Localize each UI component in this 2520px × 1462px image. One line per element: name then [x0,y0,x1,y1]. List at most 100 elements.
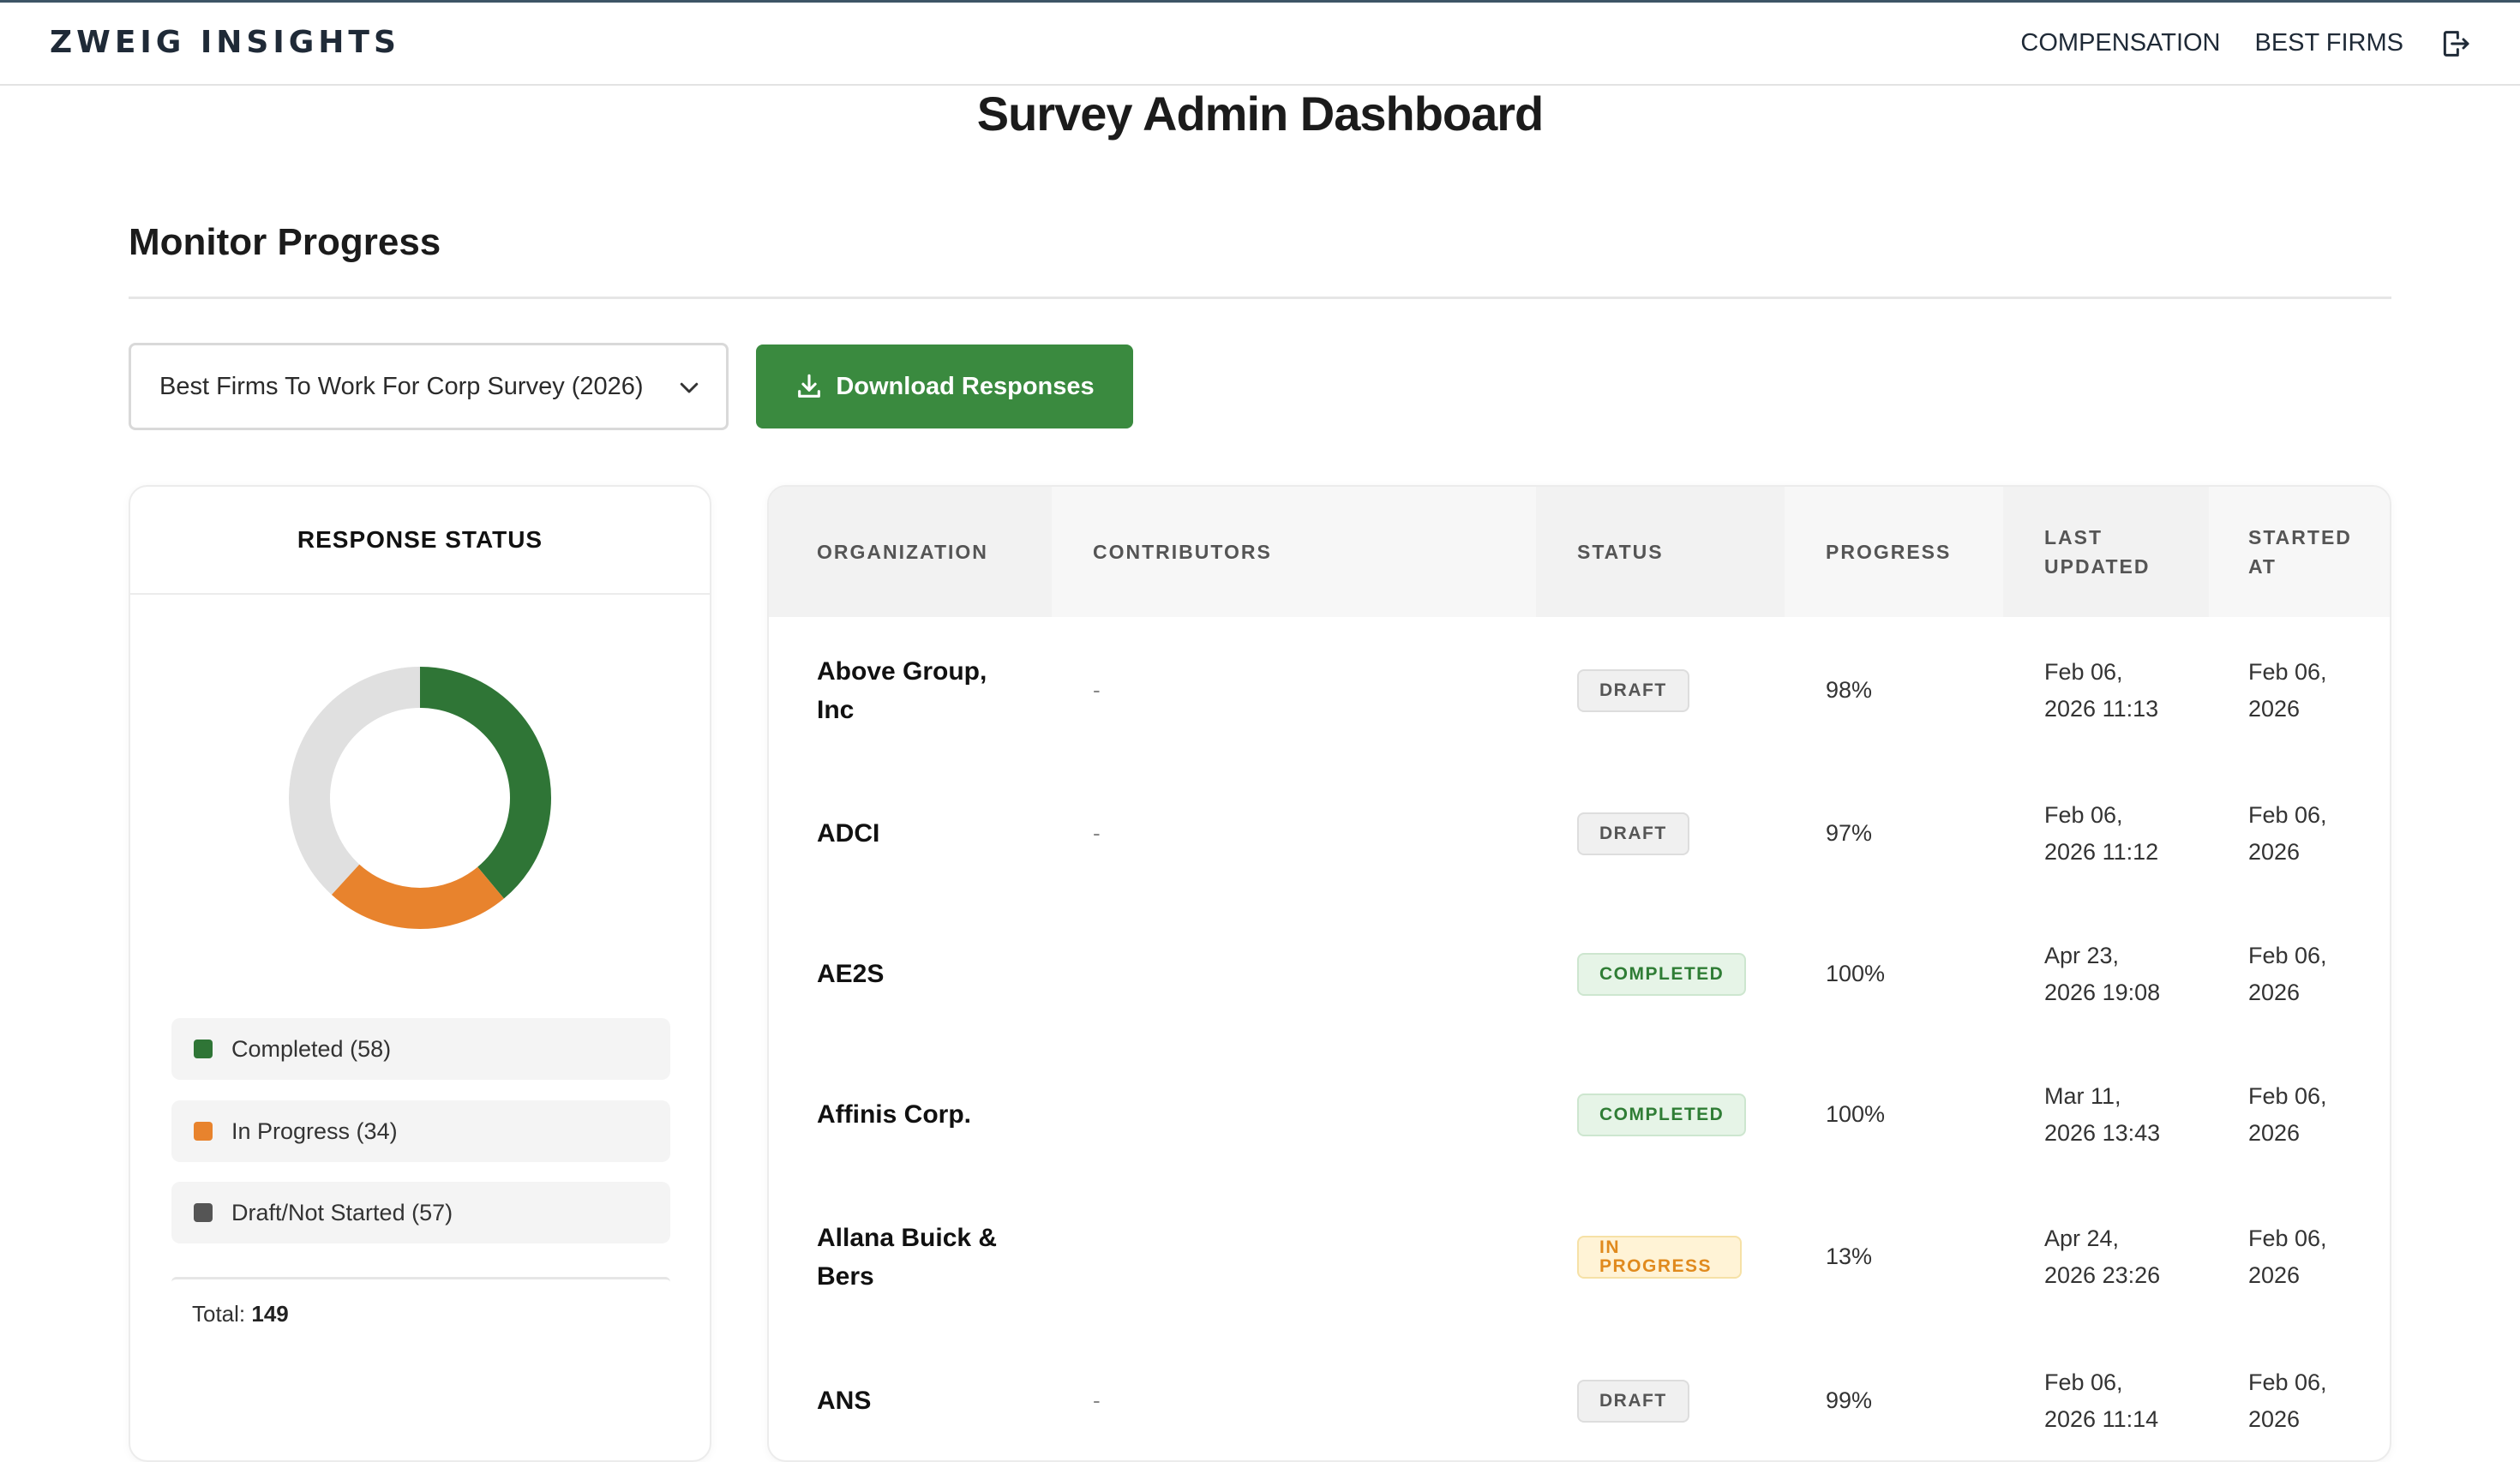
legend-item-completed: Completed (58) [171,1018,670,1080]
last-updated-value-cell: Mar 11, 2026 13:43 [2044,1044,2173,1185]
column-header-organization[interactable]: ORGANIZATION [769,487,1052,617]
started-at-value: Feb 06, 2026 [2248,1369,2327,1432]
progress-value: 100% [1826,961,1886,986]
started-at-value: Feb 06, 2026 [2248,801,2327,865]
last-updated-value-cell: Apr 23, 2026 19:08 [2044,903,2173,1045]
started-at-value-cell: Feb 06, 2026 [2248,763,2377,904]
progress-value: 98% [1826,677,1873,703]
column-header-last-updated[interactable]: LAST UPDATED [2003,487,2209,617]
legend-swatch-draft [194,1203,213,1222]
organization-name[interactable]: ANS [817,1387,872,1415]
status-badge: DRAFT [1577,1379,1689,1423]
progress-value-cell: 99% [1826,1330,1873,1460]
status-badge-cell: DRAFT [1577,763,1689,904]
progress-value: 97% [1826,820,1873,846]
status-badge: COMPLETED [1577,1093,1747,1136]
status-badge-cell: COMPLETED [1577,1044,1747,1185]
table-row[interactable]: ADCI - DRAFT 97% Feb 06, 2026 11:12 Feb 06, 2… [769,763,2390,904]
survey-select[interactable]: Best Firms To Work For Corp Survey (2026… [129,343,729,430]
table-row[interactable]: ANS - DRAFT 99% Feb 06, 2026 11:14 Feb 06, 20… [769,1330,2390,1460]
legend-swatch-in-progress [194,1122,213,1141]
legend-label-completed: Completed (58) [231,1035,392,1062]
status-badge: COMPLETED [1577,952,1747,996]
legend-item-in-progress: In Progress (34) [171,1100,670,1162]
donut-segment-1 [289,667,551,929]
last-updated-value: Apr 24, 2026 23:26 [2044,1225,2161,1288]
last-updated-value: Feb 06, 2026 11:13 [2044,658,2159,722]
status-badge-cell: COMPLETED [1577,903,1747,1045]
contributors-value-cell: - [1093,1330,1101,1460]
column-header-progress[interactable]: PROGRESS [1785,487,2003,617]
table-row[interactable]: Allana Buick & Bers IN PROGRESS 13% Apr 24,… [769,1186,2390,1327]
table-header: ORGANIZATION CONTRIBUTORS STATUS PROGRES… [769,487,2390,617]
progress-value-cell: 100% [1826,1044,1885,1185]
progress-value-cell: 100% [1826,903,1885,1045]
last-updated-value-cell: Feb 06, 2026 11:14 [2044,1330,2173,1460]
contributors-value: - [1093,1387,1101,1413]
started-at-value: Feb 06, 2026 [2248,942,2327,1005]
status-badge: IN PROGRESS [1577,1235,1742,1279]
organization-name[interactable]: AE2S [817,960,885,988]
last-updated-value: Feb 06, 2026 11:14 [2044,1369,2159,1432]
contributors-value-cell: - [1093,763,1101,904]
status-badge-cell: DRAFT [1577,620,1689,761]
legend-label-in-progress: In Progress (34) [231,1117,398,1144]
table-row[interactable]: Affinis Corp. COMPLETED 100% Mar 11, 2026 1… [769,1044,2390,1185]
top-navbar: ZWEIG INSIGHTS COMPENSATION BEST FIRMS [0,0,2520,86]
donut-segment-2 [289,667,551,929]
status-badge-cell: DRAFT [1577,1330,1689,1460]
last-updated-value-cell: Feb 06, 2026 11:12 [2044,763,2173,904]
status-badge: DRAFT [1577,812,1689,855]
organization-name-cell: Allana Buick & Bers [817,1186,1014,1327]
last-updated-value-cell: Apr 24, 2026 23:26 [2044,1186,2173,1327]
started-at-value-cell: Feb 06, 2026 [2248,1044,2377,1185]
chevron-down-icon [680,382,699,393]
section-divider [129,297,2391,299]
total-label: Total: [192,1301,246,1327]
organization-name-cell: Affinis Corp. [817,1044,1014,1185]
started-at-value: Feb 06, 2026 [2248,1082,2327,1146]
organization-name-cell: ADCI [817,763,1014,904]
responses-table: ORGANIZATION CONTRIBUTORS STATUS PROGRES… [767,485,2391,1462]
started-at-value-cell: Feb 06, 2026 [2248,1186,2377,1327]
table-row[interactable]: Above Group, Inc - DRAFT 98% Feb 06, 2026 11… [769,620,2390,761]
total-value: 149 [251,1301,289,1327]
organization-name[interactable]: Affinis Corp. [817,1100,971,1129]
column-header-started-at[interactable]: STARTED AT [2209,487,2390,617]
organization-name[interactable]: Allana Buick & Bers [817,1223,998,1291]
response-status-donut-chart [289,667,551,929]
legend-item-draft: Draft/Not Started (57) [171,1182,670,1243]
column-header-status[interactable]: STATUS [1536,487,1785,617]
contributors-value: - [1093,820,1101,846]
organization-name-cell: Above Group, Inc [817,620,1014,761]
table-row[interactable]: AE2S COMPLETED 100% Apr 23, 2026 19:08 Feb 0… [769,903,2390,1045]
organization-name-cell: ANS [817,1330,1014,1460]
started-at-value: Feb 06, 2026 [2248,1225,2327,1288]
column-header-contributors[interactable]: CONTRIBUTORS [1052,487,1536,617]
progress-value: 99% [1826,1387,1873,1413]
brand-logo[interactable]: ZWEIG INSIGHTS [50,25,400,60]
organization-name[interactable]: ADCI [817,819,880,848]
response-status-card: RESPONSE STATUS Completed (58) In Progre… [129,485,711,1462]
download-icon [798,374,821,398]
progress-value-cell: 97% [1826,763,1872,904]
nav-link-best-firms[interactable]: BEST FIRMS [2254,29,2404,57]
logout-icon[interactable] [2438,27,2472,61]
contributors-value-cell: - [1093,620,1101,761]
legend-divider [171,1277,670,1282]
started-at-value: Feb 06, 2026 [2248,658,2327,722]
last-updated-value: Feb 06, 2026 11:12 [2044,801,2159,865]
organization-name-cell: AE2S [817,903,1014,1045]
nav-link-compensation[interactable]: COMPENSATION [2020,29,2221,57]
legend-label-draft: Draft/Not Started (57) [231,1199,453,1225]
status-badge-cell: IN PROGRESS [1577,1186,1742,1327]
organization-name[interactable]: Above Group, Inc [817,656,987,724]
progress-value: 13% [1826,1243,1873,1269]
status-badge: DRAFT [1577,668,1689,712]
download-responses-button[interactable]: Download Responses [756,345,1133,428]
last-updated-value-cell: Feb 06, 2026 11:13 [2044,620,2173,761]
last-updated-value: Mar 11, 2026 13:43 [2044,1082,2161,1146]
section-title: Monitor Progress [129,221,441,263]
contributors-value: - [1093,677,1101,703]
progress-value-cell: 98% [1826,620,1872,761]
